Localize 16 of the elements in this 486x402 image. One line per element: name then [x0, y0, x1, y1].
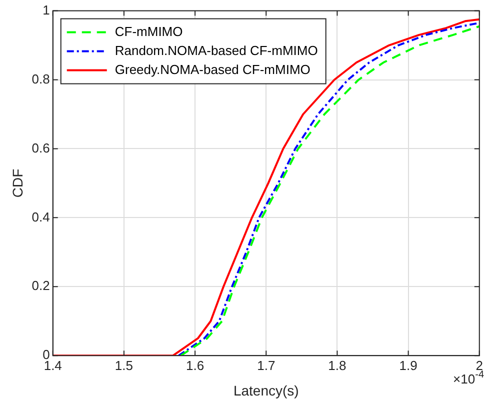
x-tick-label: 1.5: [114, 358, 133, 373]
y-tick-label: 0.8: [32, 71, 50, 86]
y-tick-label: 0.2: [32, 278, 50, 294]
legend-label: CF-mMIMO: [114, 24, 183, 39]
x-axis-title: Latency(s): [233, 382, 299, 398]
y-tick-label: 0.6: [32, 140, 50, 156]
x-tick-label: 1.6: [186, 358, 204, 373]
y-tick-label: 1: [42, 2, 50, 18]
x-tick-label: 1.9: [399, 358, 418, 373]
legend-label: Random.NOMA-based CF-mMIMO: [114, 42, 318, 58]
x-tick-label: 1.8: [328, 358, 346, 373]
y-axis-title: CDF: [9, 168, 26, 198]
x-tick-label: 1.7: [257, 358, 276, 373]
y-tick-label: 0.4: [32, 209, 50, 224]
y-tick-label: 0: [42, 347, 50, 362]
legend-label: Greedy.NOMA-based CF-mMIMO: [114, 62, 310, 77]
